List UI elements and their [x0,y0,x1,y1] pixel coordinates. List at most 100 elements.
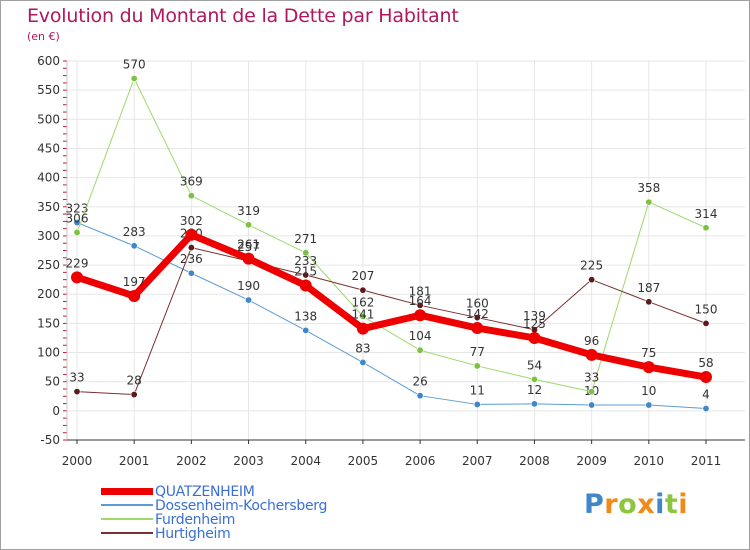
y-tick-label: 300 [37,229,60,243]
data-label: 190 [237,279,260,293]
x-tick-label: 2004 [290,454,321,468]
data-point [302,249,310,257]
legend-swatch [101,488,153,495]
data-label: 369 [180,175,203,189]
x-tick-label: 2003 [233,454,264,468]
series-line-hurtigheim [76,247,707,396]
data-label: 75 [641,346,656,360]
y-tick-label: 0 [52,404,60,418]
data-point [302,326,310,334]
series-line-quatzenheim [73,231,710,381]
data-label: 319 [237,204,260,218]
data-point [416,392,424,400]
chart-title: Evolution du Montant de la Dette par Hab… [27,5,459,27]
data-label: 12 [527,383,542,397]
data-point [356,322,369,335]
data-point [130,74,138,82]
data-label: 150 [695,302,718,316]
data-point [73,388,81,396]
data-point [416,346,424,354]
data-label: 197 [123,275,146,289]
x-tick-label: 2000 [62,454,93,468]
data-label: 181 [409,284,432,298]
data-label: 257 [237,240,260,254]
data-label: 314 [695,207,718,221]
data-point [130,391,138,399]
data-point [702,405,710,413]
data-label: 54 [527,358,542,372]
legend-label: Dossenheim-Kochersberg [155,498,328,514]
data-point [528,331,541,344]
data-label: 83 [355,341,370,355]
data-label: 306 [66,211,89,225]
legend-swatch [101,504,153,506]
data-label: 77 [470,345,485,359]
y-tick-label: 150 [37,316,60,330]
brand-letter: i [655,489,665,520]
data-label: 271 [294,232,317,246]
data-point [359,312,367,320]
x-tick-label: 2002 [176,454,207,468]
data-point [530,375,538,383]
data-point [414,309,427,322]
data-point [702,224,710,232]
x-tick-label: 2007 [462,454,493,468]
brand-letter: x [637,489,656,520]
data-point [588,388,596,396]
data-point [473,362,481,370]
brand-logo: Proxiti [584,489,688,520]
data-label: 33 [584,371,599,385]
data-label: 358 [637,181,660,195]
data-label: 125 [523,317,546,331]
data-point [585,348,598,361]
data-label: 233 [294,254,317,268]
data-point [702,319,710,327]
legend-label: Furdenheim [155,512,236,528]
y-tick-label: -50 [40,433,60,447]
data-label: 11 [470,383,485,397]
x-tick-label: 2001 [119,454,150,468]
data-point [242,252,255,265]
legend-label: Hurtigheim [155,526,231,542]
y-tick-label: 250 [37,258,60,272]
data-point [185,228,198,241]
y-tick-label: 350 [37,200,60,214]
data-point [187,244,195,252]
data-point [588,276,596,284]
data-point [645,198,653,206]
data-label: 26 [412,375,427,389]
data-label: 141 [351,308,374,322]
series-line-dossenheim-kochersberg [76,222,707,410]
data-point [71,271,83,284]
data-label: 58 [698,356,713,370]
data-label: 236 [180,252,203,266]
data-label: 162 [351,295,374,309]
brand-letter: i [678,489,689,520]
data-label: 142 [466,307,489,321]
x-tick-label: 2009 [576,454,607,468]
data-label: 215 [294,264,317,278]
data-point [130,242,138,250]
data-label: 10 [641,384,656,398]
data-point [187,269,195,277]
y-tick-label: 400 [37,171,60,185]
y-tick-label: 50 [45,375,60,389]
legend-swatch [101,518,153,520]
data-label: 229 [66,256,89,270]
data-point [73,228,81,236]
y-tick-label: 500 [37,112,60,126]
data-label: 104 [409,329,432,343]
x-tick-label: 2008 [519,454,550,468]
data-label: 302 [180,214,203,228]
data-point [245,296,253,304]
data-point [187,192,195,200]
x-tick-label: 2010 [634,454,665,468]
data-point [302,271,310,279]
data-label: 33 [69,371,84,385]
y-tick-label: 450 [37,141,60,155]
data-point [416,301,424,309]
data-point [530,400,538,408]
legend-label: QUATZENHEIM [155,484,255,500]
